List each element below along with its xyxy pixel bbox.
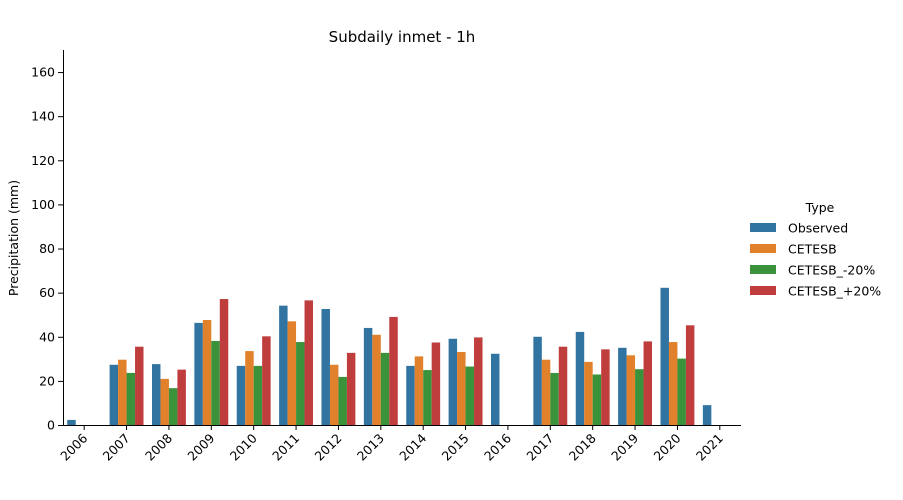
- legend-title: Type: [805, 200, 835, 215]
- bar-cetesb-20--2018: [601, 349, 610, 425]
- bar-cetesb-2015: [457, 351, 466, 425]
- x-tick-label: 2018: [566, 430, 599, 463]
- y-tick-label: 0: [47, 418, 55, 433]
- legend-label: CETESB_+20%: [788, 284, 881, 299]
- bar-observed-2019: [618, 347, 627, 425]
- bar-observed-2012: [321, 308, 330, 425]
- bar-observed-2007: [109, 364, 119, 425]
- bar-observed-2017: [533, 336, 542, 425]
- bar-cetesb-20--2013: [389, 316, 398, 425]
- y-tick-label: 80: [39, 241, 55, 256]
- x-tick-label: 2013: [354, 431, 387, 464]
- bar-observed-2015: [448, 338, 458, 425]
- bar-observed-2018: [575, 331, 585, 425]
- x-tick-label: 2006: [57, 430, 90, 463]
- y-tick-label: 20: [39, 373, 55, 388]
- bar-cetesb-20--2019: [635, 369, 644, 425]
- bar-cetesb-20--2008: [177, 369, 186, 425]
- bar-cetesb-20--2008: [168, 388, 178, 425]
- y-tick-label: 160: [31, 65, 55, 80]
- bar-observed-2009: [194, 322, 203, 425]
- x-ticks: 2006 2007 2008 2009 2010 2011 2012 2013 2014 2015…: [57, 425, 726, 464]
- bar-observed-2008: [151, 364, 161, 425]
- x-tick-label: 2008: [142, 430, 175, 463]
- bar-cetesb-20--2015: [474, 337, 483, 425]
- x-tick-label: 2011: [269, 431, 302, 464]
- bar-cetesb-20--2020: [685, 325, 695, 425]
- bar-observed-2020: [660, 287, 669, 425]
- legend-label: Observed: [788, 221, 848, 236]
- bar-cetesb-2009: [202, 320, 212, 425]
- bar-cetesb-20--2011: [296, 342, 305, 425]
- legend-label: CETESB: [788, 242, 837, 257]
- legend-swatch-cetesb-20-: [750, 265, 776, 274]
- bar-cetesb-20--2019: [643, 341, 653, 425]
- bar-cetesb-2014: [414, 356, 424, 425]
- legend-swatch-cetesb-20-: [750, 286, 776, 295]
- bar-cetesb-20--2015: [465, 366, 475, 425]
- x-tick-label: 2015: [439, 431, 472, 464]
- bar-cetesb-2018: [584, 361, 593, 425]
- legend-swatch-observed: [750, 223, 776, 232]
- x-tick-label: 2021: [693, 431, 726, 464]
- x-tick-label: 2017: [523, 431, 556, 464]
- bar-cetesb-20--2007: [135, 346, 144, 425]
- y-tick-label: 40: [39, 329, 55, 344]
- bar-cetesb-20--2011: [304, 300, 314, 425]
- bar-cetesb-20--2020: [677, 358, 686, 425]
- x-tick-label: 2010: [227, 430, 260, 463]
- bar-observed-2011: [279, 305, 288, 425]
- x-tick-label: 2012: [311, 431, 344, 464]
- x-tick-label: 2014: [396, 430, 429, 463]
- bar-observed-2013: [363, 327, 373, 425]
- bar-cetesb-2008: [160, 378, 169, 425]
- y-tick-label: 100: [31, 197, 55, 212]
- bar-cetesb-2010: [245, 351, 254, 425]
- bar-cetesb-20--2012: [338, 376, 347, 425]
- bar-observed-2010: [236, 365, 246, 425]
- y-ticks: 0 20 40 60 80 100 120 140 160: [31, 65, 63, 433]
- bar-cetesb-20--2009: [219, 299, 229, 425]
- y-tick-label: 140: [31, 109, 55, 124]
- bar-cetesb-20--2010: [253, 365, 263, 425]
- legend-label: CETESB_-20%: [788, 263, 875, 278]
- bar-observed-2006: [67, 419, 76, 425]
- y-tick-label: 120: [31, 153, 55, 168]
- y-tick-label: 60: [39, 285, 55, 300]
- bar-cetesb-20--2009: [211, 340, 220, 425]
- x-tick-label: 2007: [100, 431, 133, 464]
- bar-cetesb-20--2017: [558, 346, 568, 425]
- x-tick-label: 2016: [481, 430, 514, 463]
- bar-cetesb-20--2018: [592, 374, 602, 425]
- x-tick-label: 2020: [650, 430, 683, 463]
- y-axis-label: Precipitation (mm): [6, 180, 21, 296]
- bar-cetesb-20--2013: [380, 352, 390, 425]
- bar-cetesb-20--2014: [431, 342, 441, 425]
- x-tick-label: 2019: [608, 430, 641, 463]
- bar-observed-2021: [702, 405, 712, 425]
- bar-cetesb-2019: [626, 355, 636, 425]
- bar-cetesb-20--2017: [550, 372, 559, 425]
- bar-cetesb-2017: [541, 359, 551, 425]
- x-tick-label: 2009: [184, 430, 217, 463]
- bar-cetesb-2013: [372, 334, 381, 425]
- bar-cetesb-20--2012: [346, 352, 356, 425]
- bar-observed-2014: [406, 365, 415, 425]
- bar-cetesb-2012: [329, 364, 339, 425]
- bar-cetesb-20--2010: [262, 336, 271, 425]
- bars: [67, 287, 712, 425]
- bar-cetesb-2020: [668, 342, 678, 425]
- bar-cetesb-20--2007: [126, 372, 136, 425]
- bar-cetesb-2011: [287, 321, 297, 425]
- bar-cetesb-2007: [118, 359, 127, 425]
- bar-observed-2016: [490, 353, 500, 425]
- legend: Type Observed CETESB CETESB_-20% CETESB_+20…: [750, 200, 881, 299]
- bar-cetesb-20--2014: [423, 370, 432, 425]
- legend-swatch-cetesb: [750, 244, 776, 253]
- chart-title: Subdaily inmet - 1h: [329, 28, 476, 46]
